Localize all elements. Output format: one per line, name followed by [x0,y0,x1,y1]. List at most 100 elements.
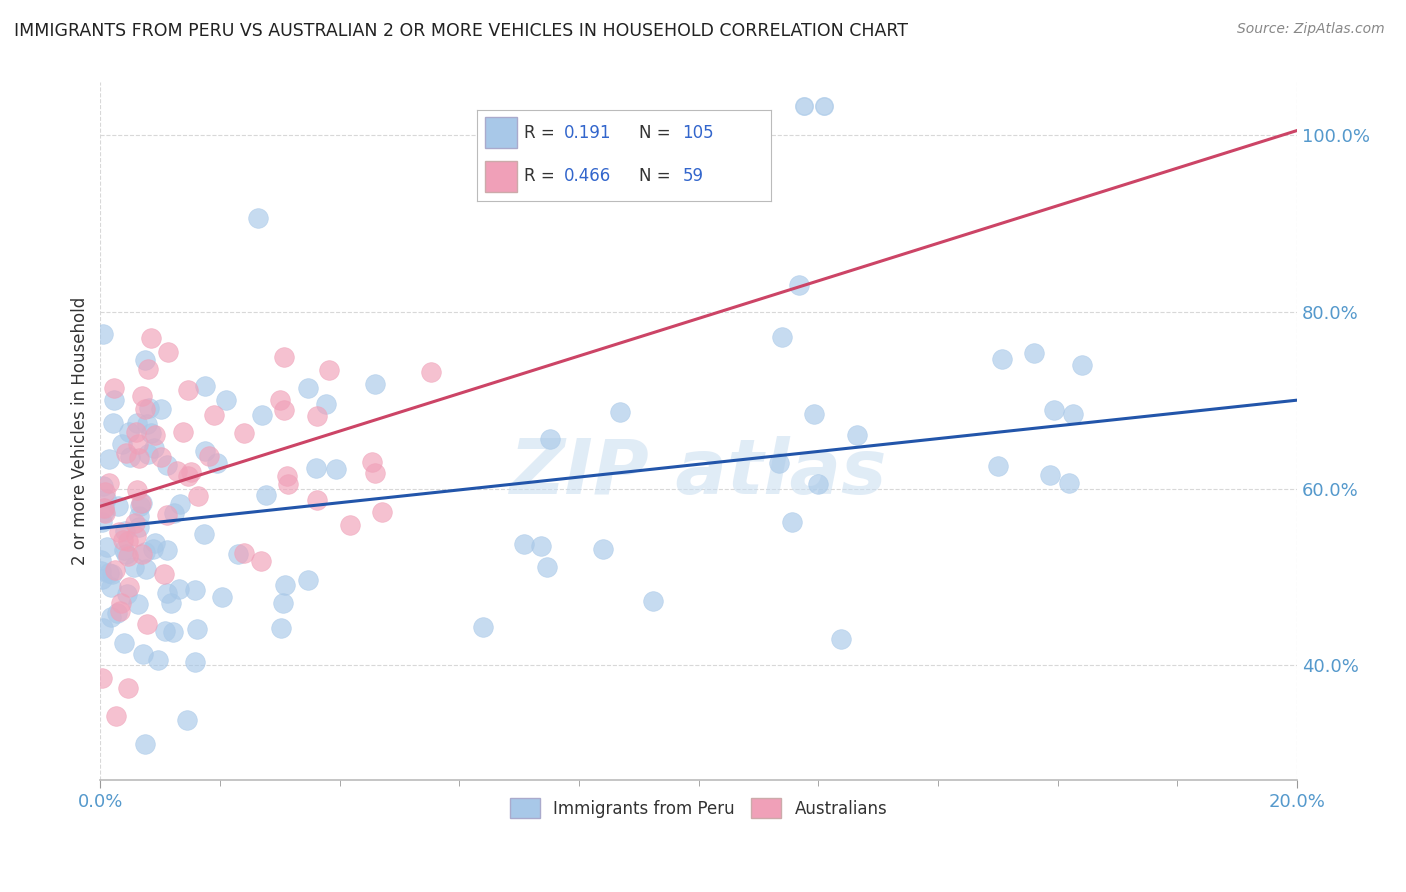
Point [205,456,228,470]
Point [232,425,254,440]
Point [169,497,191,511]
Point [787,278,810,293]
Point [250,408,273,422]
Point [162,624,184,639]
Point [98,452,121,467]
Point [315,397,337,411]
Point [143,428,166,442]
Point [149,450,172,464]
Point [226,547,249,561]
Point [780,515,803,529]
Point [184,582,207,597]
Point [194,444,217,458]
Point [134,402,156,417]
Point [127,483,149,497]
Point [318,363,340,377]
Point [297,381,319,395]
Point [176,713,198,727]
Point [90,572,112,586]
Point [246,211,269,225]
Point [93,500,115,515]
Point [146,653,169,667]
Point [129,496,152,510]
Point [128,450,150,465]
Point [803,408,825,422]
Point [136,447,159,461]
Point [150,402,173,417]
Point [155,624,177,639]
Point [89,564,111,578]
Point [108,604,131,618]
Point [167,582,190,596]
Point [115,548,138,562]
Point [108,524,131,539]
Point [132,647,155,661]
Point [141,331,163,345]
Point [198,449,221,463]
Point [270,621,292,635]
Point [274,578,297,592]
Point [187,489,209,503]
Point [101,416,124,430]
Point [159,596,181,610]
Point [1039,467,1062,482]
Point [100,580,122,594]
Point [177,469,200,483]
Point [271,596,294,610]
Point [90,671,112,685]
Point [112,543,135,558]
Point [103,381,125,395]
Point [111,533,134,547]
Point [118,450,141,464]
Text: IMMIGRANTS FROM PERU VS AUSTRALIAN 2 OR MORE VEHICLES IN HOUSEHOLD CORRELATION C: IMMIGRANTS FROM PERU VS AUSTRALIAN 2 OR … [14,22,908,40]
Point [807,477,830,491]
Point [90,553,112,567]
Point [202,408,225,422]
Point [361,455,384,469]
Point [128,520,150,534]
Point [609,405,631,419]
Point [135,617,157,632]
Point [105,708,128,723]
Point [100,609,122,624]
Point [118,425,141,439]
Point [142,441,165,455]
Point [143,536,166,550]
Point [530,539,553,553]
Point [135,562,157,576]
Point [307,493,329,508]
Point [273,403,295,417]
Point [166,464,188,478]
Point [110,596,132,610]
Point [163,506,186,520]
Point [180,465,202,479]
Point [115,446,138,460]
Point [420,365,443,379]
Point [131,389,153,403]
Point [94,491,117,506]
Point [155,508,177,523]
Point [94,484,117,499]
Point [104,563,127,577]
Point [122,560,145,574]
Point [177,383,200,397]
Point [117,534,139,549]
Point [125,425,148,439]
Point [277,477,299,491]
Point [211,591,233,605]
Point [103,392,125,407]
Point [111,436,134,450]
Point [172,425,194,439]
Point [91,515,114,529]
Point [136,417,159,431]
Point [93,505,115,519]
Point [276,468,298,483]
Point [114,524,136,538]
Point [94,506,117,520]
Point [98,566,121,581]
Point [117,549,139,564]
Point [107,500,129,514]
Point [125,529,148,543]
Point [991,352,1014,367]
Point [91,621,114,635]
